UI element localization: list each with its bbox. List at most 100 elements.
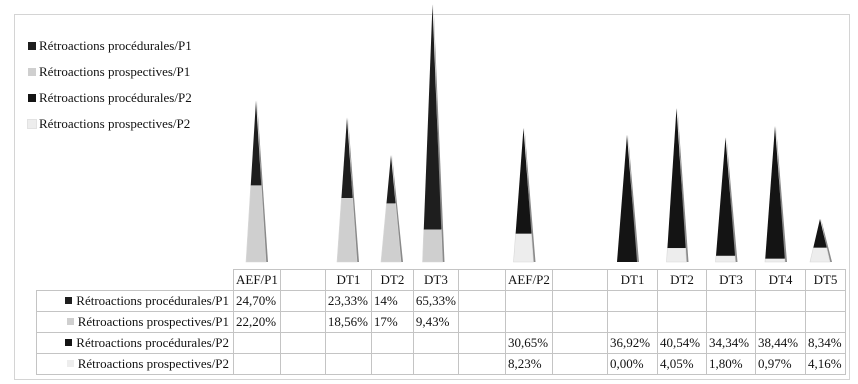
legend-label: Rétroactions prospectives/P1 [39,64,191,79]
table-cell: 8,23% [505,353,553,375]
series-swatch [66,360,74,367]
table-series-label: Rétroactions procédurales/P1 [36,290,234,312]
cone-shadow [392,155,403,262]
cone-segment-procedural [813,218,827,248]
table-row: Rétroactions procédurales/P2 30,65% 36,92%… [36,332,846,354]
table-cell [370,332,414,354]
cone-shadow [776,126,787,263]
table-cell [706,290,756,312]
legend-swatch-prospectives-p1 [28,68,36,76]
table-cell [552,332,608,354]
cone-segment-procedural [423,4,442,230]
table-cell: 9,43% [412,311,460,333]
cone-segment-prospective [809,247,831,263]
table-cell [706,311,756,333]
series-name: Rétroactions prospectives/P2 [77,356,229,371]
table-corner [36,269,234,291]
chart-legend: Rétroactions procédurales/P1 Rétroaction… [27,33,192,137]
table-row: Rétroactions prospectives/P1 22,20% 18,56%… [36,311,846,333]
cone-shadow [726,137,738,262]
table-category-label [552,269,608,291]
table-cell [324,332,372,354]
cone-shadow [524,127,536,262]
cone-segment-prospective [422,229,443,263]
cone-segment-procedural [250,100,262,186]
table-category-label: DT2 [370,269,414,291]
table-cell: 8,34% [805,332,846,354]
cone-segment-procedural [515,127,532,234]
table-cell [657,290,707,312]
table-cell [458,290,506,312]
series-name: Rétroactions prospectives/P1 [77,314,229,329]
legend-item: Rétroactions procédurales/P1 [28,33,192,59]
cone-segment-procedural [386,155,396,204]
table-cell [279,311,326,333]
table-cell [505,311,553,333]
table-cell: 18,56% [324,311,372,333]
legend-label: Rétroactions prospectives/P2 [39,116,191,131]
table-cell: 0,00% [607,353,658,375]
table-row: Rétroactions procédurales/P1 24,70% 23,33%… [36,290,846,312]
legend-item: Rétroactions prospectives/P2 [27,111,192,137]
legend-swatch-procedurales-p2 [28,94,36,102]
cone-segment-prospective [715,255,736,263]
table-cell [552,311,608,333]
table-cell [607,290,658,312]
cone-segment-prospective [764,258,786,263]
table-cell [552,353,608,375]
table-cell [279,290,326,312]
table-cell [458,332,506,354]
table-cell: 36,92% [607,332,658,354]
table-cell [458,311,506,333]
table-row: Rétroactions prospectives/P2 8,23% 0,00% 4,… [36,353,846,375]
table-cell: 30,65% [505,332,553,354]
table-category-label: DT5 [805,269,846,291]
cone-shadow [677,108,689,263]
chart-data-table: AEF/P1 DT1 DT2 DT3 AEF/P2 DT1 DT2 DT3 DT4 DT5 Rétr… [36,269,846,375]
table-cell [458,353,506,375]
table-category-label: DT3 [412,269,460,291]
cone-segment-procedural [715,137,736,256]
table-cell [805,290,846,312]
table-cell: 38,44% [755,332,806,354]
table-category-label: AEF/P2 [505,269,553,291]
cone-shadow [433,4,445,262]
cone-segment-prospective [380,203,402,263]
table-cell [370,353,414,375]
series-name: Rétroactions procédurales/P1 [76,293,229,308]
legend-label: Rétroactions procédurales/P1 [39,38,192,53]
series-swatch [66,318,74,325]
table-cell: 24,70% [233,290,281,312]
chart-frame [14,14,850,380]
table-cell [755,290,806,312]
table-cell [805,311,846,333]
series-swatch [65,297,73,304]
table-cell [412,332,460,354]
cone-segment-prospective [666,247,687,263]
table-category-label: AEF/P1 [233,269,281,291]
table-category-label: DT1 [324,269,372,291]
cone-segment-procedural [765,126,785,259]
cone-shadow [348,117,359,263]
legend-swatch-prospectives-p2 [27,119,37,129]
table-cell: 4,16% [805,353,846,375]
series-swatch [65,339,73,346]
table-cell: 14% [370,290,414,312]
cone-segment-procedural [667,108,686,249]
cone-shadow [821,218,832,262]
table-series-label: Rétroactions prospectives/P2 [36,353,234,375]
table-cell [657,311,707,333]
cone-segment-procedural [341,117,353,198]
table-cell: 4,05% [657,353,707,375]
table-category-label: DT4 [755,269,806,291]
table-cell: 65,33% [412,290,460,312]
table-cell [505,290,553,312]
table-series-label: Rétroactions procédurales/P2 [36,332,234,354]
table-cell [324,353,372,375]
table-cell: 22,20% [233,311,281,333]
table-category-label: DT1 [607,269,658,291]
table-header-row: AEF/P1 DT1 DT2 DT3 AEF/P2 DT1 DT2 DT3 DT4 DT5 [36,269,846,291]
legend-item: Rétroactions prospectives/P1 [28,59,192,85]
cone-segment-prospective [513,233,534,263]
